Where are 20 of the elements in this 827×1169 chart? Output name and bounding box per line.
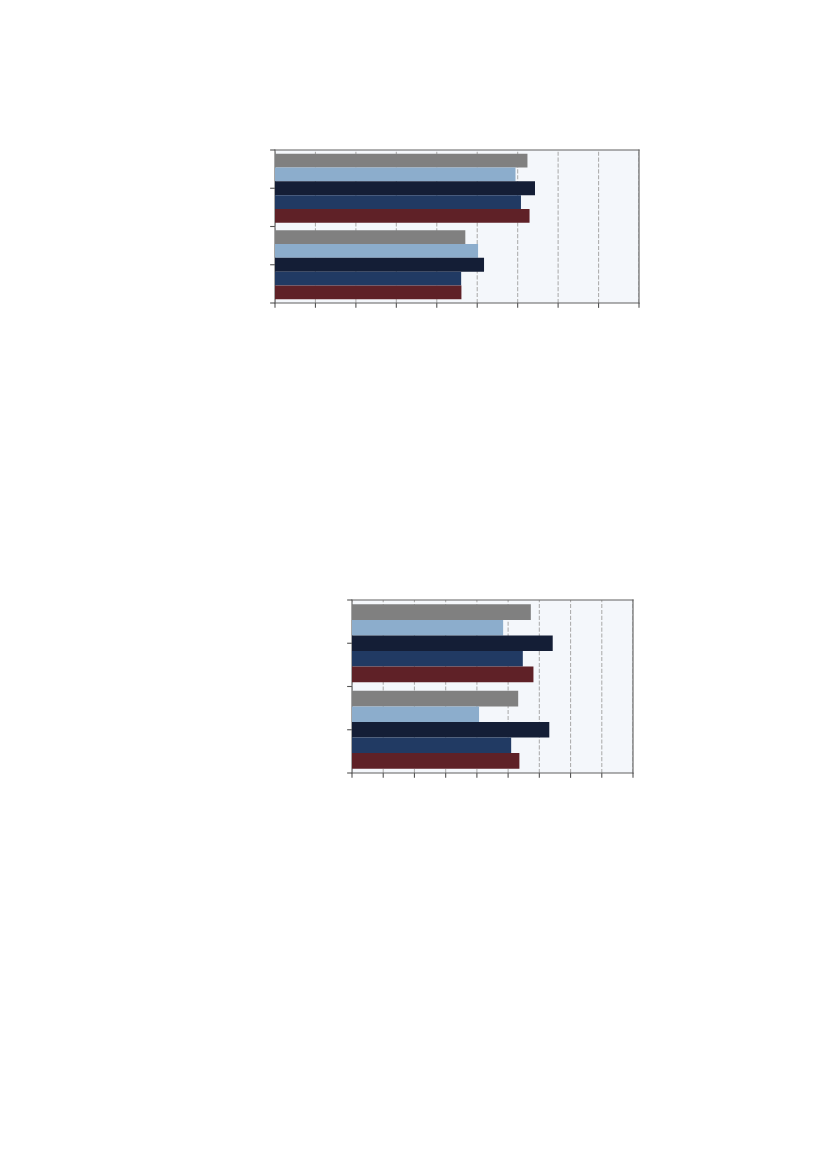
bar xyxy=(352,753,520,769)
bar xyxy=(352,737,512,754)
bar xyxy=(275,257,485,272)
bar xyxy=(275,244,479,258)
bar xyxy=(352,690,519,707)
bar xyxy=(275,230,466,245)
bar xyxy=(352,635,553,652)
bar xyxy=(275,195,521,209)
bar xyxy=(352,666,534,683)
bar xyxy=(352,619,504,636)
bar xyxy=(352,651,523,667)
bar xyxy=(352,706,480,722)
bar xyxy=(275,208,530,223)
bar xyxy=(275,271,462,286)
bar xyxy=(352,604,531,620)
bar xyxy=(275,153,528,168)
bar xyxy=(352,721,550,738)
bar xyxy=(275,181,535,196)
bar xyxy=(275,167,516,182)
bar xyxy=(275,285,462,300)
